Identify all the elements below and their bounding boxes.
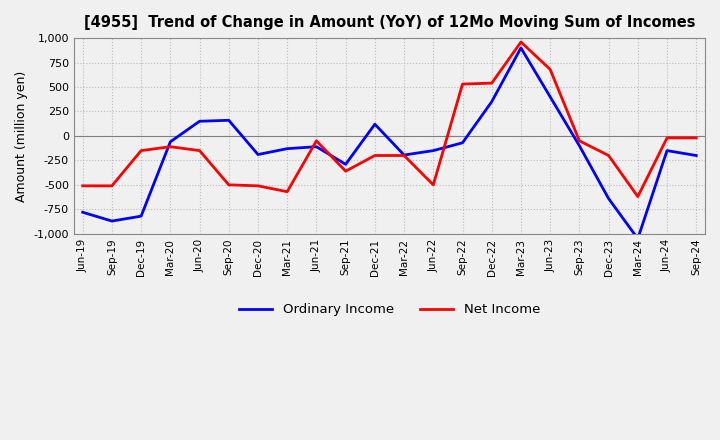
Ordinary Income [400,152,408,158]
Net Income [429,182,438,187]
Ordinary Income [634,236,642,241]
Net Income [458,81,467,87]
Net Income [137,148,145,153]
Ordinary Income [371,121,379,127]
Y-axis label: Amount (million yen): Amount (million yen) [15,70,28,202]
Net Income [575,138,584,143]
Ordinary Income [137,213,145,219]
Net Income [400,153,408,158]
Net Income [371,153,379,158]
Ordinary Income [166,139,175,144]
Net Income [487,81,496,86]
Net Income [517,40,526,45]
Ordinary Income [662,148,671,153]
Ordinary Income [195,119,204,124]
Ordinary Income [78,209,87,215]
Ordinary Income [575,143,584,148]
Net Income [604,153,613,158]
Ordinary Income [604,196,613,201]
Net Income [283,189,292,194]
Ordinary Income [487,99,496,104]
Net Income [692,135,701,140]
Net Income [341,169,350,174]
Ordinary Income [107,218,116,224]
Net Income [195,148,204,153]
Net Income [78,183,87,188]
Ordinary Income [517,45,526,51]
Ordinary Income [546,94,554,99]
Net Income [107,183,116,188]
Ordinary Income [692,153,701,158]
Line: Ordinary Income: Ordinary Income [83,48,696,238]
Ordinary Income [429,148,438,153]
Ordinary Income [458,140,467,146]
Title: [4955]  Trend of Change in Amount (YoY) of 12Mo Moving Sum of Incomes: [4955] Trend of Change in Amount (YoY) o… [84,15,696,30]
Net Income [662,135,671,140]
Net Income [225,182,233,187]
Net Income [546,67,554,72]
Net Income [312,138,320,143]
Legend: Ordinary Income, Net Income: Ordinary Income, Net Income [234,297,545,321]
Net Income [253,183,262,188]
Line: Net Income: Net Income [83,42,696,197]
Ordinary Income [225,117,233,123]
Ordinary Income [312,144,320,149]
Ordinary Income [341,161,350,167]
Net Income [634,194,642,199]
Ordinary Income [283,146,292,151]
Net Income [166,144,175,149]
Ordinary Income [253,152,262,157]
